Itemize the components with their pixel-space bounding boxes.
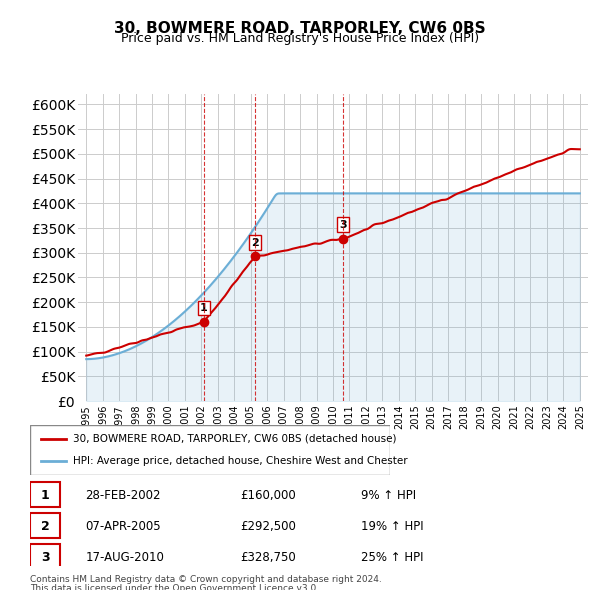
Text: 9% ↑ HPI: 9% ↑ HPI — [361, 489, 416, 502]
Text: 30, BOWMERE ROAD, TARPORLEY, CW6 0BS (detached house): 30, BOWMERE ROAD, TARPORLEY, CW6 0BS (de… — [73, 434, 397, 444]
Text: 2: 2 — [251, 238, 259, 248]
Text: £292,500: £292,500 — [240, 520, 296, 533]
FancyBboxPatch shape — [30, 482, 61, 507]
Text: 07-APR-2005: 07-APR-2005 — [85, 520, 161, 533]
Text: 3: 3 — [340, 219, 347, 230]
Text: 2: 2 — [41, 520, 50, 533]
Text: 28-FEB-2002: 28-FEB-2002 — [85, 489, 161, 502]
Text: 19% ↑ HPI: 19% ↑ HPI — [361, 520, 424, 533]
Text: 3: 3 — [41, 550, 49, 564]
Text: 17-AUG-2010: 17-AUG-2010 — [85, 550, 164, 564]
Text: 1: 1 — [200, 303, 208, 313]
Text: HPI: Average price, detached house, Cheshire West and Chester: HPI: Average price, detached house, Ches… — [73, 456, 408, 466]
Text: Price paid vs. HM Land Registry's House Price Index (HPI): Price paid vs. HM Land Registry's House … — [121, 32, 479, 45]
Text: 25% ↑ HPI: 25% ↑ HPI — [361, 550, 424, 564]
Text: 30, BOWMERE ROAD, TARPORLEY, CW6 0BS: 30, BOWMERE ROAD, TARPORLEY, CW6 0BS — [114, 21, 486, 35]
Text: This data is licensed under the Open Government Licence v3.0.: This data is licensed under the Open Gov… — [30, 584, 319, 590]
Text: £328,750: £328,750 — [240, 550, 296, 564]
FancyBboxPatch shape — [30, 425, 390, 475]
Text: 1: 1 — [41, 489, 50, 502]
Text: Contains HM Land Registry data © Crown copyright and database right 2024.: Contains HM Land Registry data © Crown c… — [30, 575, 382, 584]
Text: £160,000: £160,000 — [240, 489, 296, 502]
FancyBboxPatch shape — [30, 513, 61, 538]
FancyBboxPatch shape — [30, 545, 61, 569]
